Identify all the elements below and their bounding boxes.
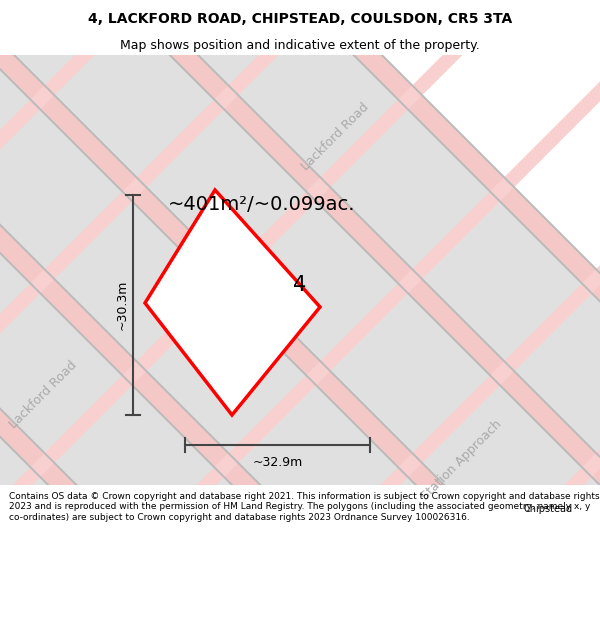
Text: Chipstead: Chipstead [523, 504, 572, 514]
Polygon shape [0, 0, 566, 625]
Polygon shape [0, 0, 488, 625]
Text: 4: 4 [293, 275, 307, 295]
Polygon shape [0, 0, 581, 625]
Text: Map shows position and indicative extent of the property.: Map shows position and indicative extent… [120, 39, 480, 51]
Text: ~30.3m: ~30.3m [116, 280, 129, 330]
Polygon shape [145, 190, 320, 415]
Polygon shape [0, 0, 488, 625]
Polygon shape [0, 0, 580, 625]
Text: 4, LACKFORD ROAD, CHIPSTEAD, COULSDON, CR5 3TA: 4, LACKFORD ROAD, CHIPSTEAD, COULSDON, C… [88, 12, 512, 26]
Text: Lackford Road: Lackford Road [299, 101, 371, 173]
Polygon shape [0, 0, 474, 625]
Text: Contains OS data © Crown copyright and database right 2021. This information is : Contains OS data © Crown copyright and d… [9, 492, 599, 522]
Polygon shape [0, 0, 383, 625]
Text: ~32.9m: ~32.9m [253, 456, 302, 469]
Text: Station Approach: Station Approach [419, 418, 505, 502]
Polygon shape [0, 0, 475, 625]
Polygon shape [0, 0, 566, 625]
Polygon shape [0, 0, 397, 625]
Text: Lackford Road: Lackford Road [7, 359, 79, 431]
Polygon shape [0, 0, 396, 625]
Polygon shape [0, 0, 600, 576]
Polygon shape [0, 0, 600, 484]
Text: ~401m²/~0.099ac.: ~401m²/~0.099ac. [168, 196, 355, 214]
